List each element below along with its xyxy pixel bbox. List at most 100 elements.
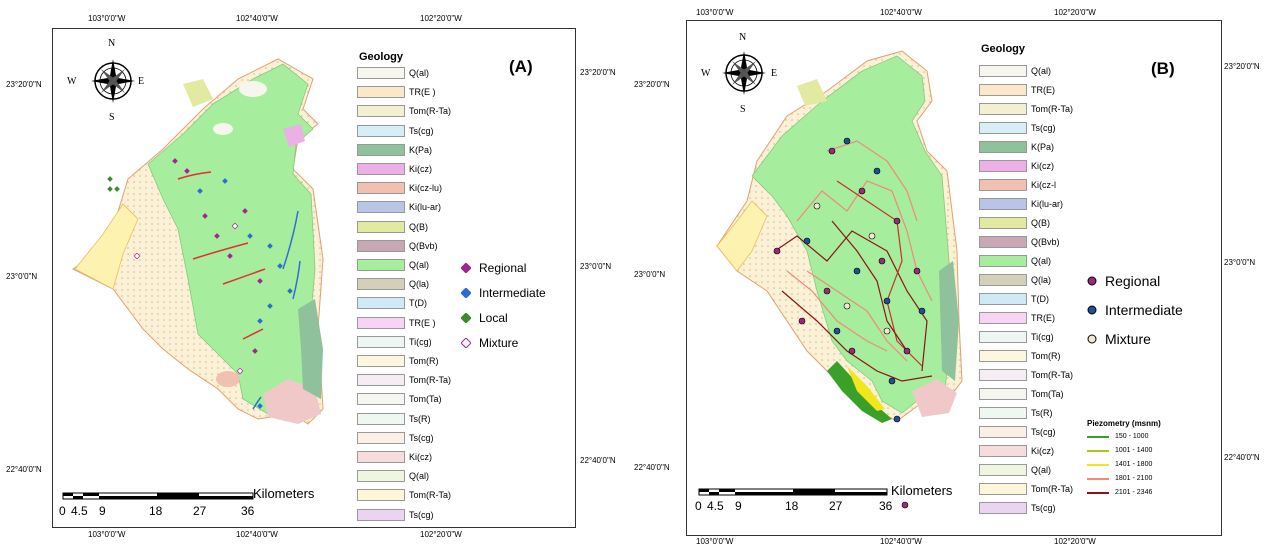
flow-arrow-4 (242, 328, 264, 340)
left-tick-2: 23°0'0"N (6, 272, 38, 281)
well-intermediate (222, 178, 228, 184)
scale-unit-b: Kilometers (891, 483, 953, 498)
well-intermediate (287, 288, 293, 294)
well-regional (184, 168, 190, 174)
legend-label: Tom(R-Ta) (1031, 104, 1073, 114)
legend-swatch (979, 464, 1027, 476)
legend-swatch (357, 412, 405, 425)
q-b-zone (797, 79, 827, 106)
scale-tick-label: 27 (829, 499, 843, 513)
legend-swatch (357, 143, 405, 156)
legend-row: Tom(R-Ta) (357, 488, 451, 502)
well-intermediate (277, 263, 283, 269)
yellow-zone (74, 203, 139, 290)
legend-swatch (357, 508, 405, 521)
circle-marker-icon (1087, 334, 1097, 344)
legend-swatch (979, 217, 1027, 229)
legend-row: Ts(cg) (357, 124, 434, 138)
points-legend-label: Intermediate (479, 286, 546, 300)
scale-tick-label: 0 (695, 499, 702, 513)
q-al-zone (147, 63, 316, 415)
legend-row: Tom(Ta) (979, 387, 1064, 401)
legend-row: Tom(Ta) (357, 392, 442, 406)
scale-tick-label: 9 (735, 499, 742, 513)
legend-swatch (979, 331, 1027, 343)
legend-swatch (357, 393, 405, 406)
well-regional (252, 348, 258, 354)
scale-tick-label: 9 (99, 504, 106, 518)
piezometry-line-swatch (1087, 491, 1109, 494)
scale-bar-b (698, 488, 888, 496)
legend-swatch (979, 274, 1027, 286)
legend-row: Ts(R) (357, 412, 431, 426)
legend-swatch (979, 369, 1027, 381)
scale-tick-label: 36 (241, 504, 255, 518)
legend-swatch (979, 103, 1027, 115)
legend-label: Tom(R-Ta) (409, 375, 451, 386)
legend-row: Ki(lu-ar) (979, 197, 1063, 211)
legend-row: Ts(cg) (979, 121, 1056, 135)
legend-label: Tom(R-Ta) (409, 490, 451, 501)
legend-label: Tom(R) (1031, 351, 1061, 361)
legend-label: Q(al) (1031, 66, 1051, 76)
well-regional (242, 208, 248, 214)
points-legend-label: Intermediate (1105, 302, 1183, 318)
well-intermediate (247, 233, 253, 239)
legend-label: Ki(cz) (1031, 446, 1054, 456)
well-intermediate (257, 403, 263, 409)
left-tick-1: 23°20'0"N (634, 80, 670, 89)
legend-label: Tom(Ta) (1031, 389, 1064, 399)
legend-swatch (357, 470, 405, 483)
legend-label: Ts(cg) (1031, 503, 1056, 513)
well-regional (858, 187, 866, 195)
points-legend-row: Intermediate (461, 286, 546, 300)
diamond-marker-icon (461, 313, 471, 323)
legend-swatch (357, 431, 405, 444)
legend-row: T(D) (357, 296, 427, 310)
legend-label: Q(la) (409, 279, 429, 290)
well-intermediate (843, 137, 851, 145)
legend-row: Ki(cz) (979, 159, 1054, 173)
compass-s: S (109, 112, 115, 123)
left-tick-3: 22°40'0"N (634, 463, 670, 472)
compass-n: N (739, 32, 747, 43)
legend-label: Q(al) (409, 260, 429, 270)
legend-swatch (979, 141, 1027, 153)
legend-label: Ts(R) (1031, 408, 1053, 418)
legend-row: Q(la) (979, 273, 1051, 287)
piezometric-contours (774, 140, 933, 382)
legend-row: Tom(R-Ta) (357, 104, 451, 118)
scale-tick-label: 18 (149, 504, 163, 518)
legend-row: Ki(cz) (357, 162, 432, 176)
circle-marker-icon (1087, 276, 1097, 286)
points-legend-label: Mixture (479, 336, 519, 350)
legend-label: Ts(cg) (1031, 123, 1056, 133)
legend-label: TR(E) (1031, 85, 1055, 95)
piezometry-label: 1001 - 1400 (1115, 447, 1153, 454)
top-tick-2: 102°40'0"W (236, 14, 278, 23)
flow-arrow-2 (192, 242, 249, 260)
legend-label: Q(B) (409, 221, 428, 232)
points-legend-label: Regional (479, 261, 527, 275)
legend-label: TR(E ) (409, 87, 436, 98)
legend-label: Q(al) (1031, 256, 1051, 266)
white-blob-2 (213, 123, 233, 135)
panel-label-a: (A) (509, 57, 533, 76)
legend-swatch (357, 67, 405, 79)
piezometry-line-swatch (1087, 477, 1109, 480)
right-tick-3: 22°40'0"N (580, 456, 616, 465)
scale-dot-icon (901, 501, 909, 509)
q-b-zone (183, 79, 213, 107)
bottom-tick-2: 102°40'0"W (880, 537, 922, 546)
top-tick-1: 103°0'0"W (88, 14, 126, 23)
legend-row: Q(B) (357, 220, 428, 234)
legend-swatch (357, 259, 405, 271)
legend-swatch (357, 124, 405, 137)
scale-tick-label: 27 (193, 504, 207, 518)
legend-label: Tom(R-Ta) (1031, 370, 1073, 380)
legend-row: Tom(R-Ta) (979, 482, 1073, 496)
legend-row: TR(E) (979, 83, 1055, 97)
piezometry-line-swatch (1087, 449, 1109, 452)
legend-swatch (979, 84, 1027, 96)
white-blob-1 (239, 81, 267, 97)
